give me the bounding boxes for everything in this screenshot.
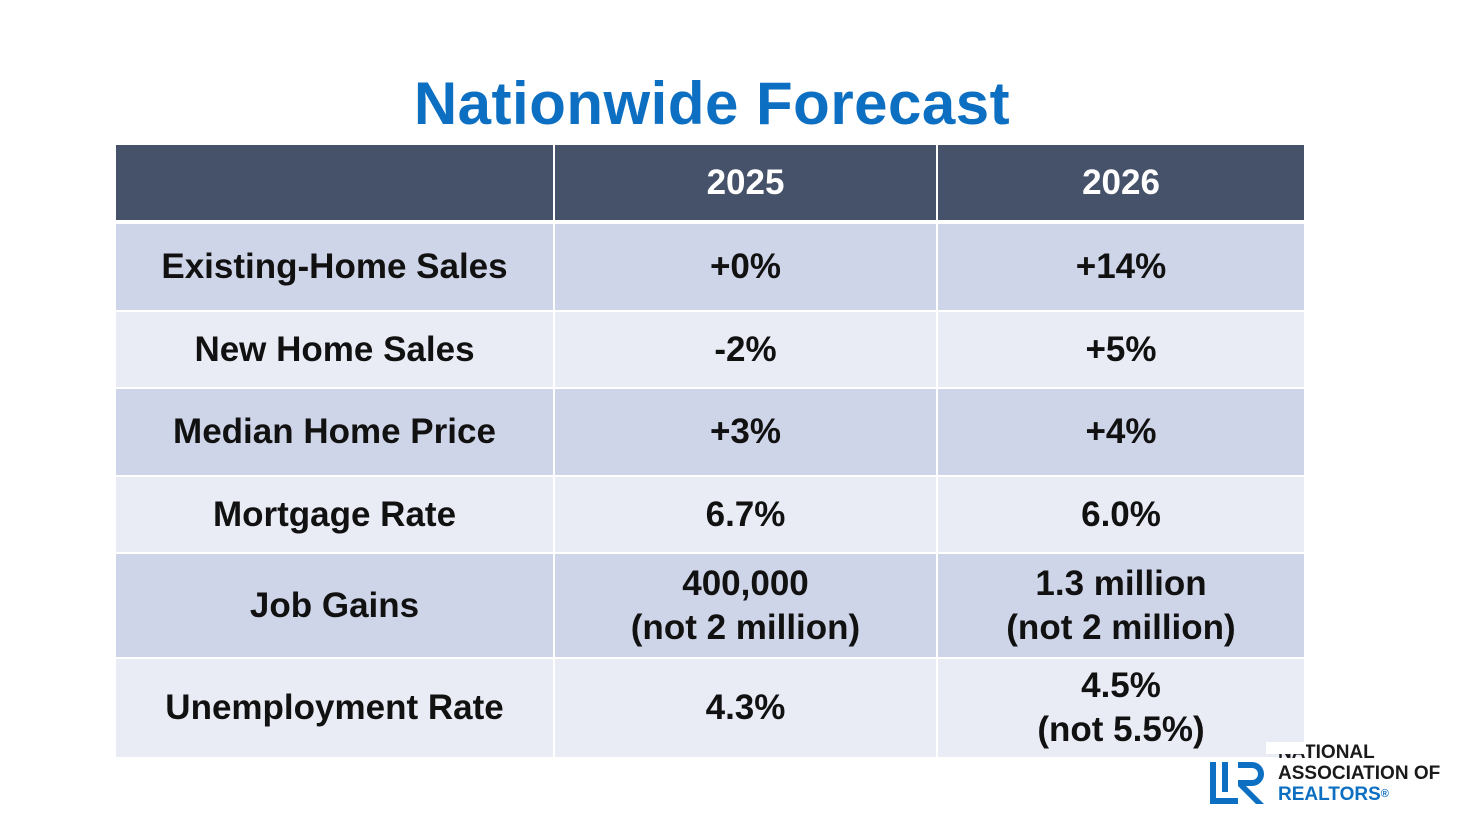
table-row: Existing-Home Sales +0% +14% <box>116 222 1304 312</box>
value-line: +3% <box>709 412 782 451</box>
value-line: +14% <box>1075 247 1167 286</box>
logo-clip-cover <box>1266 742 1306 754</box>
value-line: 6.7% <box>705 494 786 534</box>
registered-mark: ® <box>1380 788 1389 800</box>
value-line: +4% <box>1085 412 1157 451</box>
value-line: 1.3 million <box>1035 563 1207 603</box>
value-2026: 4.5% (not 5.5%) <box>937 658 1304 757</box>
logo-wordmark: NATIONAL ASSOCIATION OF REALTORS® <box>1278 742 1440 805</box>
table-row: New Home Sales -2% +5% <box>116 311 1304 389</box>
value-2025: 6.7% <box>554 476 938 554</box>
value-2025: +3% <box>554 388 938 477</box>
realtor-r-logo-icon <box>1210 762 1264 804</box>
nar-logo: NATIONAL ASSOCIATION OF REALTORS® <box>1210 742 1460 806</box>
value-line: +0% <box>709 247 782 286</box>
header-cell-2026: 2026 <box>937 145 1304 224</box>
table-row: Job Gains 400,000 (not 2 million) 1.3 mi… <box>116 553 1304 659</box>
table-row: Unemployment Rate 4.3% 4.5% (not 5.5%) <box>116 658 1304 757</box>
value-2026: +5% <box>937 311 1304 389</box>
value-line: 6.0% <box>1081 494 1161 534</box>
table-row: Median Home Price +3% +4% <box>116 388 1304 477</box>
value-line: 400,000 <box>682 563 809 603</box>
value-2025: 400,000 (not 2 million) <box>554 553 938 659</box>
slide-title: Nationwide Forecast <box>413 70 1011 137</box>
header-cell-2025: 2025 <box>554 145 938 224</box>
logo-line-2: ASSOCIATION OF <box>1278 763 1441 784</box>
value-line: -2% <box>714 329 777 369</box>
forecast-table: 2025 2026 Existing-Home Sales +0% +14% N… <box>116 145 1304 757</box>
value-2025: 4.3% <box>554 658 938 757</box>
value-line: 4.5% <box>1081 666 1161 705</box>
value-2026: 6.0% <box>937 476 1304 554</box>
table-row: Mortgage Rate 6.7% 6.0% <box>116 476 1304 554</box>
value-2025: +0% <box>554 222 938 312</box>
value-2025: -2% <box>554 311 938 389</box>
row-label: New Home Sales <box>116 311 555 389</box>
row-label: Mortgage Rate <box>116 476 555 554</box>
value-line: 4.3% <box>705 688 786 727</box>
row-label: Unemployment Rate <box>116 658 555 757</box>
value-2026: +4% <box>937 388 1304 477</box>
row-label: Existing-Home Sales <box>116 222 555 312</box>
value-note: (not 2 million) <box>630 607 861 647</box>
value-2026: 1.3 million (not 2 million) <box>937 553 1304 659</box>
table-header-row: 2025 2026 <box>116 145 1304 224</box>
logo-line-3: REALTORS® <box>1278 784 1440 805</box>
logo-realtors: REALTORS <box>1278 784 1381 805</box>
row-label: Median Home Price <box>116 388 555 477</box>
value-note: (not 2 million) <box>1006 607 1236 647</box>
value-note: (not 5.5%) <box>1037 710 1205 749</box>
value-2026: +14% <box>937 222 1304 312</box>
header-cell-label <box>116 145 555 224</box>
row-label: Job Gains <box>116 553 555 659</box>
value-line: +5% <box>1085 329 1157 369</box>
